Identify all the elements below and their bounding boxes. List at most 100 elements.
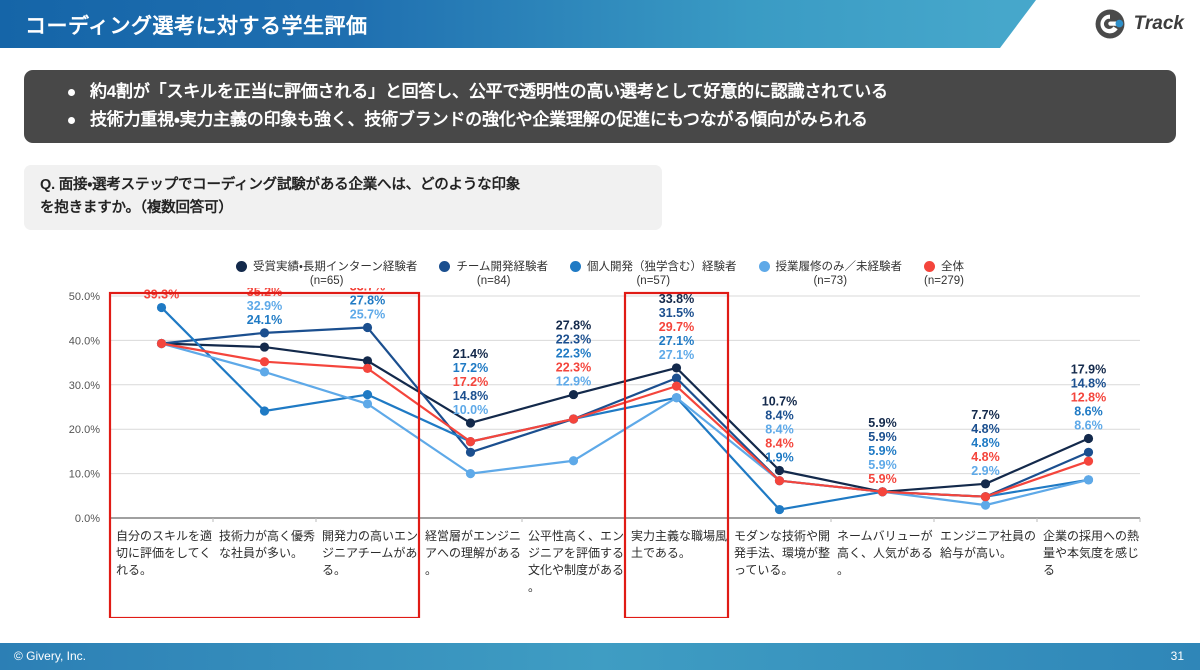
- data-label-2-6: 1.9%: [765, 450, 794, 464]
- x-axis-category-label: 量や本気度を感じ: [1043, 545, 1139, 560]
- header-band: [0, 0, 1036, 48]
- data-point-3-1[interactable]: [259, 367, 270, 377]
- slide-footer: © Givery, Inc. 31: [0, 643, 1200, 670]
- x-axis-category-label: 土である。: [631, 546, 691, 560]
- data-point-4-5[interactable]: [671, 381, 682, 391]
- data-label-2-8: 4.8%: [971, 436, 1000, 450]
- x-axis-category-label: 開発力の高いエン: [322, 529, 418, 543]
- summary-list: 約4割が「スキルを正当に評価される」と回答し、公平で透明性の高い選考として好意的…: [42, 78, 1158, 134]
- legend-marker-icon: [570, 260, 581, 272]
- data-point-4-7[interactable]: [877, 487, 888, 497]
- copyright-text: © Givery, Inc.: [14, 649, 86, 663]
- x-axis-category-label: アへの理解がある: [425, 545, 521, 560]
- data-point-0-3[interactable]: [465, 418, 476, 428]
- question-box: Q. 面接・選考ステップでコーディング試験がある企業へは、どのような印象 を抱き…: [24, 165, 662, 230]
- data-label-1-8: 4.8%: [971, 422, 1000, 436]
- x-axis-category-label: 発手法、環境が整: [734, 545, 830, 560]
- data-point-1-1[interactable]: [259, 328, 270, 338]
- data-point-4-0[interactable]: [156, 338, 167, 349]
- y-axis-tick-label: 40.0%: [69, 335, 100, 347]
- data-label-2-4: 22.3%: [556, 347, 591, 361]
- x-axis-category-label: 自分のスキルを適: [116, 529, 212, 543]
- data-point-0-6[interactable]: [774, 465, 785, 476]
- x-axis-category-label: れる。: [116, 563, 152, 577]
- data-point-4-6[interactable]: [774, 476, 785, 486]
- legend-item-0[interactable]: 受賞実績・長期インターン経験者 (n=65): [236, 258, 417, 287]
- bullet-icon: [68, 89, 75, 96]
- data-label-0-4: 27.8%: [556, 319, 591, 333]
- data-point-2-2[interactable]: [362, 389, 373, 400]
- data-label-2-5: 27.1%: [659, 334, 694, 348]
- data-point-4-9[interactable]: [1083, 456, 1094, 466]
- data-point-0-4[interactable]: [568, 389, 579, 400]
- x-axis-category-label: ジニアを評価する: [528, 546, 624, 560]
- data-point-2-6[interactable]: [774, 504, 785, 515]
- data-point-4-3[interactable]: [465, 437, 476, 447]
- data-point-0-2[interactable]: [362, 356, 373, 366]
- x-axis-category-label: 文化や制度がある: [528, 562, 624, 577]
- data-label-4-4: 22.3%: [556, 361, 591, 375]
- data-point-3-8[interactable]: [980, 500, 991, 510]
- line-chart: 0.0%10.0%20.0%30.0%40.0%50.0%47.4%39.3%3…: [0, 288, 1200, 618]
- data-point-1-2[interactable]: [362, 322, 373, 333]
- x-axis-category-label: 。: [425, 563, 437, 577]
- data-point-0-1[interactable]: [259, 342, 270, 352]
- data-point-2-1[interactable]: [259, 406, 270, 416]
- data-point-2-0[interactable]: [156, 302, 167, 313]
- data-label-1-9: 14.8%: [1071, 377, 1106, 391]
- legend-row: 全体: [924, 258, 964, 274]
- data-point-1-3[interactable]: [465, 447, 476, 457]
- legend-sample-size: (n=279): [924, 275, 964, 287]
- legend-sample-size: (n=84): [476, 275, 511, 287]
- data-point-4-1[interactable]: [259, 357, 270, 367]
- legend-marker-icon: [439, 260, 451, 272]
- highlight-box-0: [108, 291, 421, 618]
- legend-sample-size: (n=65): [309, 275, 344, 287]
- y-axis-tick-label: 30.0%: [69, 380, 100, 392]
- legend-sample-size: (n=73): [813, 275, 848, 287]
- data-label-3-1: 32.9%: [247, 299, 282, 313]
- data-point-4-8[interactable]: [980, 492, 991, 502]
- legend-row: 受賞実績・長期インターン経験者: [236, 258, 417, 274]
- legend-item-4[interactable]: 全体 (n=279): [924, 258, 964, 287]
- data-label-0-8: 7.7%: [971, 408, 1000, 422]
- x-axis-category-label: 公平性高く、エン: [528, 529, 624, 543]
- page-title: コーディング選考に対する学生評価: [25, 15, 368, 38]
- y-axis-tick-label: 50.0%: [69, 291, 100, 303]
- legend-marker-icon: [236, 260, 247, 272]
- data-label-2-9: 8.6%: [1074, 405, 1103, 419]
- data-point-1-5[interactable]: [671, 373, 682, 383]
- question-line-2: を抱きますか。（複数回答可）: [40, 200, 233, 216]
- data-label-3-6: 8.4%: [765, 422, 794, 436]
- data-point-4-2[interactable]: [362, 363, 373, 373]
- data-point-3-3[interactable]: [465, 469, 476, 479]
- data-label-3-3: 10.0%: [453, 403, 488, 417]
- data-label-4-9: 12.8%: [1071, 391, 1106, 405]
- data-label-2-1: 24.1%: [247, 313, 282, 327]
- x-axis-category-label: ネームバリューが: [837, 528, 933, 543]
- data-label-1-4: 22.3%: [556, 333, 591, 347]
- data-point-3-4[interactable]: [568, 456, 579, 466]
- data-point-3-5[interactable]: [671, 393, 682, 403]
- track-logo-icon: [1095, 9, 1125, 39]
- data-point-0-8[interactable]: [980, 479, 991, 489]
- data-label-4-3: 17.2%: [453, 375, 488, 389]
- data-point-3-2[interactable]: [362, 399, 373, 409]
- summary-text: 約4割が「スキルを正当に評価される」と回答し、公平で透明性の高い選考として好意的…: [90, 82, 888, 101]
- legend-item-1[interactable]: チーム開発経験者 (n=84): [439, 258, 548, 287]
- data-point-1-9[interactable]: [1083, 447, 1094, 457]
- x-axis-category-label: ジニアチームがあ: [322, 545, 417, 560]
- y-axis-tick-label: 10.0%: [69, 469, 100, 481]
- x-axis-category-label: っている。: [734, 563, 793, 577]
- legend-item-2[interactable]: 個人開発（独学含む）経験者 (n=57): [570, 258, 737, 287]
- data-point-4-4[interactable]: [568, 414, 579, 424]
- data-point-3-9[interactable]: [1083, 475, 1094, 485]
- data-label-4-6: 8.4%: [765, 436, 794, 450]
- legend-item-3[interactable]: 授業履修のみ／未経験者 (n=73): [758, 258, 902, 287]
- data-label-0-9: 17.9%: [1071, 363, 1106, 377]
- data-point-0-9[interactable]: [1083, 433, 1094, 444]
- data-label-0-6: 10.7%: [762, 394, 797, 408]
- data-label-2-7: 5.9%: [868, 444, 897, 458]
- legend-label: 全体: [941, 261, 964, 273]
- data-point-0-5[interactable]: [671, 363, 682, 373]
